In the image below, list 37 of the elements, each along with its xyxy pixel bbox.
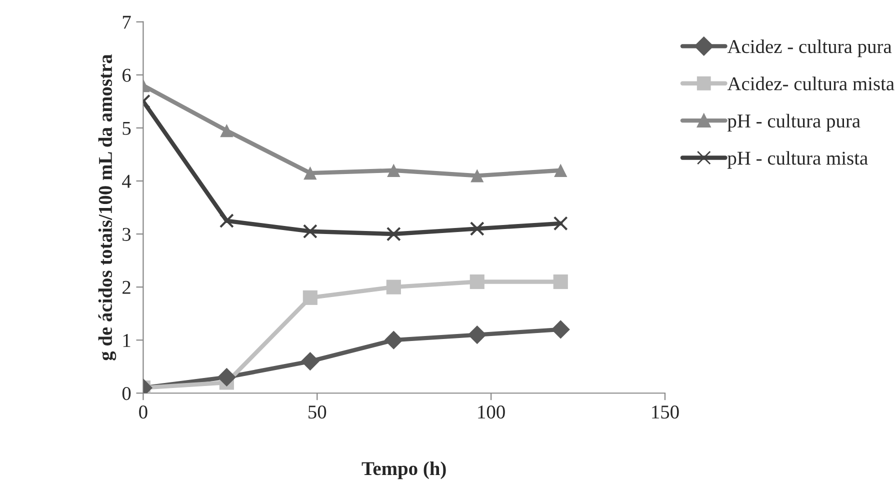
- point: [302, 224, 318, 239]
- point: [384, 330, 403, 350]
- y-tick-label: 3: [122, 228, 131, 241]
- point: [470, 274, 484, 290]
- y-tick-label: 0: [122, 386, 131, 400]
- point: [553, 274, 568, 290]
- legend-label: Acidez- cultura mista: [727, 76, 894, 90]
- x-axis-title: Tempo (h): [362, 461, 446, 480]
- y-tick-label: 5: [122, 122, 131, 135]
- legend-label: Acidez - cultura pura: [727, 39, 892, 58]
- point: [554, 164, 568, 177]
- point: [217, 368, 236, 387]
- y-axis-title: g de ácidos totais/100 mL da amostra: [98, 54, 116, 360]
- point: [386, 226, 401, 242]
- x-tick-label: 150: [652, 405, 679, 419]
- y-tick-label: 4: [122, 174, 132, 188]
- legend-label: pH - cultura pura: [728, 114, 860, 132]
- y-tick-label: 2: [122, 280, 130, 294]
- point: [470, 221, 484, 236]
- point: [551, 320, 570, 339]
- legend-label: pH - cultura mista: [728, 151, 868, 169]
- point: [387, 164, 400, 177]
- point: [302, 290, 318, 305]
- x-tick-label: 100: [478, 405, 505, 419]
- point: [219, 214, 234, 228]
- y-tick-label: 6: [122, 68, 131, 82]
- y-tick-label: 7: [122, 16, 131, 29]
- point: [220, 124, 234, 138]
- x-tick-label: 0: [139, 405, 148, 419]
- y-tick-label: 1: [123, 334, 130, 347]
- point: [470, 169, 484, 182]
- x-tick-label: 50: [308, 405, 326, 419]
- point: [386, 280, 401, 294]
- point: [468, 325, 486, 344]
- point: [304, 166, 317, 180]
- point: [300, 352, 320, 371]
- point: [553, 216, 568, 231]
